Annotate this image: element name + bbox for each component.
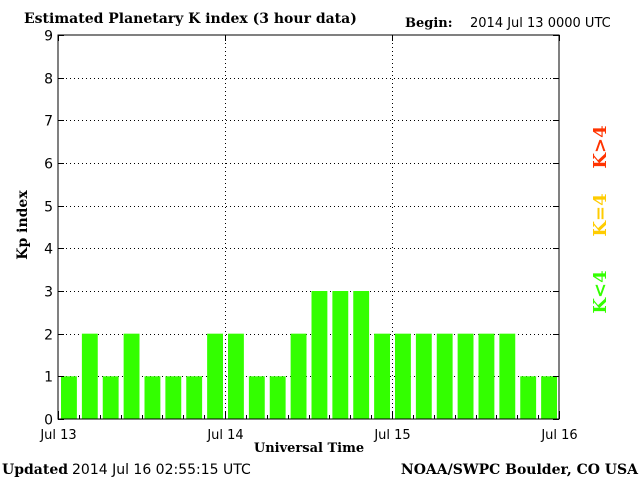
kp-bar: [207, 333, 223, 419]
kp-bar: [436, 333, 453, 419]
kp-bar: [499, 333, 516, 419]
y-tick-label: 2: [44, 328, 53, 344]
kp-bar: [353, 291, 370, 419]
kp-bar: [248, 376, 265, 419]
updated-label: Updated: [2, 462, 68, 478]
kp-bar: [165, 376, 182, 419]
axes: [57, 34, 560, 420]
y-tick-label: 1: [44, 370, 53, 386]
kp-bar: [81, 333, 98, 419]
kp-bar: [144, 376, 161, 419]
kp-bar: [61, 376, 77, 419]
updated-timestamp: 2014 Jul 16 02:55:15 UTC: [72, 462, 251, 478]
kp-bar: [290, 333, 307, 419]
kp-bar: [478, 333, 495, 419]
y-tick-label: 7: [44, 114, 53, 130]
legend-k-equal-4: K=4: [590, 193, 611, 236]
legend-k-less-4: K<4: [590, 270, 611, 313]
y-tick-label: 6: [44, 157, 53, 173]
kp-bar: [520, 376, 537, 419]
y-axis-label: Kp index: [15, 190, 31, 260]
x-tick-label: Jul 13: [39, 428, 76, 443]
kp-bar: [186, 376, 203, 419]
kp-bar: [123, 333, 140, 419]
x-tick-label: Jul 14: [206, 428, 243, 443]
begin-value: 2014 Jul 13 0000 UTC: [470, 16, 611, 31]
chart-title: Estimated Planetary K index (3 hour data…: [24, 11, 357, 27]
legend-k-greater-4: K>4: [590, 125, 611, 168]
kp-bar: [457, 333, 474, 419]
y-ticks: 0 1 2 3 4 5 6 7 8 9: [44, 29, 559, 429]
y-tick-label: 0: [44, 413, 53, 429]
bars: [61, 291, 557, 419]
x-axis-label: Universal Time: [254, 441, 364, 456]
y-tick-label: 4: [44, 242, 53, 258]
y-tick-label: 3: [44, 285, 53, 301]
x-tick-label: Jul 15: [373, 428, 410, 443]
kp-bar: [395, 333, 411, 419]
begin-label: Begin:: [405, 16, 453, 31]
grid-lines: [58, 35, 559, 419]
y-tick-label: 5: [44, 200, 53, 216]
y-tick-label: 8: [44, 72, 53, 88]
kp-bar: [374, 333, 390, 419]
kp-bar: [102, 376, 119, 419]
kp-bar: [269, 376, 286, 419]
plot-frame: [57, 34, 560, 420]
x-tick-label: Jul 16: [540, 428, 577, 443]
kp-bar: [311, 291, 328, 419]
kp-bar: [332, 291, 349, 419]
source-credit: NOAA/SWPC Boulder, CO USA: [401, 462, 639, 478]
kp-bar: [415, 333, 432, 419]
kp-bar: [228, 333, 244, 419]
x-ticks: Jul 13 Jul 14 Jul 15 Jul 16: [39, 35, 578, 443]
kp-bar: [541, 376, 557, 419]
y-tick-label: 9: [44, 29, 53, 45]
